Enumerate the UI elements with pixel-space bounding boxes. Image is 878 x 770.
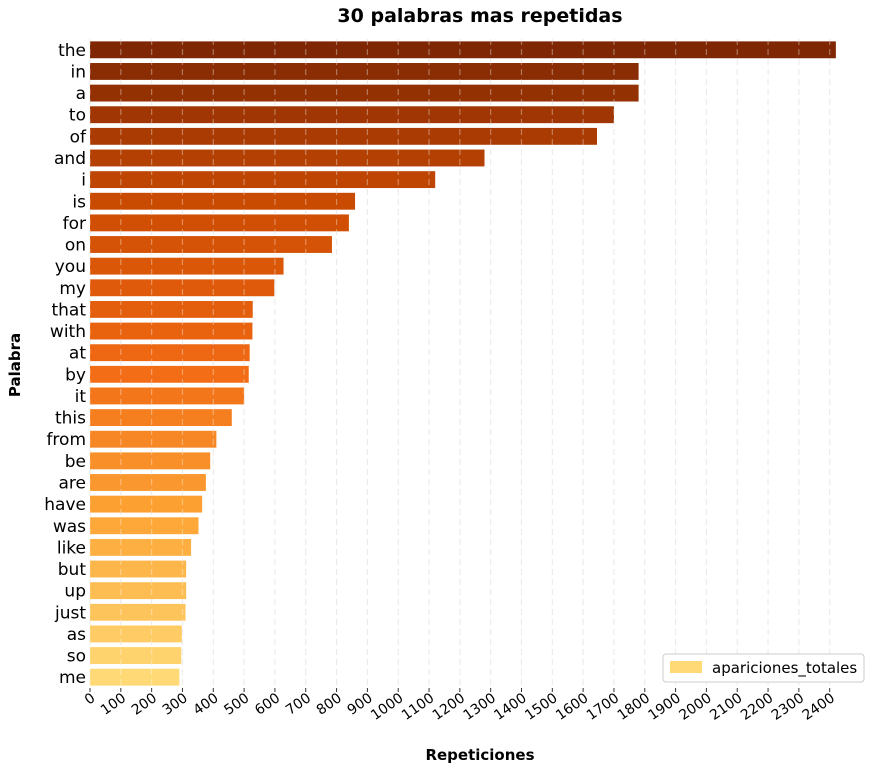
bar-i bbox=[90, 171, 436, 189]
grid-overlay bbox=[89, 39, 831, 688]
x-tick-label: 200 bbox=[129, 690, 160, 718]
y-tick-label: up bbox=[64, 582, 86, 602]
y-tick-label: as bbox=[67, 625, 86, 645]
y-tick-label: this bbox=[55, 409, 86, 429]
bar-so bbox=[90, 647, 182, 664]
x-tick-label: 700 bbox=[283, 690, 314, 718]
y-tick-label: a bbox=[76, 84, 86, 104]
x-tick-label: 2000 bbox=[676, 690, 714, 724]
x-tick-label: 2400 bbox=[800, 690, 838, 724]
bar-me bbox=[90, 668, 180, 686]
bar-that bbox=[90, 300, 253, 318]
x-tick-label: 1500 bbox=[522, 690, 560, 724]
y-tick-label: but bbox=[58, 560, 87, 580]
x-tick-label: 100 bbox=[98, 690, 129, 718]
chart-title: 30 palabras mas repetidas bbox=[337, 5, 622, 27]
x-tick-label: 1900 bbox=[646, 690, 684, 724]
bar-the bbox=[90, 41, 836, 59]
y-tick-label: of bbox=[70, 127, 87, 147]
bars-group bbox=[90, 41, 836, 686]
bar-for bbox=[90, 214, 349, 232]
y-tick-label: that bbox=[51, 300, 86, 320]
y-tick-label: on bbox=[65, 236, 86, 256]
y-tick-label: the bbox=[58, 41, 86, 61]
bar-from bbox=[90, 430, 217, 448]
bar-by bbox=[90, 365, 249, 383]
x-tick-label: 0 bbox=[82, 690, 98, 708]
x-tick-label: 300 bbox=[160, 690, 191, 718]
legend-swatch bbox=[670, 661, 702, 673]
x-tick-label: 400 bbox=[191, 690, 222, 718]
legend-box bbox=[662, 653, 865, 683]
x-tick-label: 1000 bbox=[368, 690, 406, 724]
x-tick-label: 1200 bbox=[430, 690, 468, 724]
grid-lines bbox=[89, 39, 831, 688]
legend-label: apariciones_totales bbox=[712, 659, 857, 678]
bar-of bbox=[90, 127, 598, 145]
x-tick-label: 1700 bbox=[584, 690, 622, 724]
x-tick-labels: 0 100 200 300 400 500 600 700 800 900100011001200… bbox=[82, 688, 838, 724]
y-tick-label: at bbox=[69, 344, 86, 364]
bar-like bbox=[90, 538, 192, 556]
bar-up bbox=[90, 582, 187, 600]
bar-you bbox=[90, 257, 284, 275]
bar-and bbox=[90, 149, 485, 167]
legend: apariciones_totales bbox=[662, 653, 865, 683]
bar-have bbox=[90, 495, 203, 513]
y-tick-label: to bbox=[69, 106, 86, 126]
bar-with bbox=[90, 322, 253, 340]
x-tick-label: 600 bbox=[252, 690, 283, 718]
y-tick-label: are bbox=[59, 473, 87, 493]
y-tick-label: you bbox=[55, 257, 86, 277]
y-tick-label: is bbox=[72, 192, 86, 212]
category-labels: theinatoofandiisforonyoumythatwithatbyit… bbox=[44, 41, 87, 688]
x-tick-label: 1600 bbox=[553, 690, 591, 724]
y-axis-title: Palabra bbox=[6, 333, 24, 397]
y-tick-label: in bbox=[71, 62, 87, 82]
bar-be bbox=[90, 452, 211, 470]
y-tick-label: for bbox=[63, 214, 86, 234]
y-tick-label: it bbox=[75, 387, 87, 407]
y-tick-label: from bbox=[46, 430, 86, 450]
y-tick-label: be bbox=[65, 452, 86, 472]
x-tick-label: 2300 bbox=[769, 690, 807, 724]
bar-is bbox=[90, 192, 356, 210]
bar-at bbox=[90, 344, 250, 362]
y-tick-label: have bbox=[44, 495, 86, 515]
x-tick-label: 1800 bbox=[615, 690, 653, 724]
y-tick-label: just bbox=[54, 603, 86, 623]
bar-on bbox=[90, 236, 332, 253]
bar-in bbox=[90, 63, 639, 80]
y-tick-label: like bbox=[57, 538, 86, 558]
x-tick-label: 800 bbox=[314, 690, 345, 718]
bar-it bbox=[90, 387, 245, 405]
x-tick-label: 1400 bbox=[491, 690, 529, 724]
y-tick-label: and bbox=[54, 149, 86, 169]
bar-was bbox=[90, 517, 199, 535]
x-tick-label: 2200 bbox=[738, 690, 776, 724]
y-tick-label: by bbox=[65, 365, 86, 385]
y-tick-label: i bbox=[81, 171, 86, 191]
bar-my bbox=[90, 279, 275, 297]
y-tick-label: with bbox=[50, 322, 86, 342]
x-tick-label: 1100 bbox=[399, 690, 437, 724]
x-tick-label: 1300 bbox=[461, 690, 499, 724]
bar-just bbox=[90, 603, 186, 621]
bar-a bbox=[90, 84, 639, 102]
x-tick-label: 500 bbox=[221, 690, 252, 718]
x-axis-title: Repeticiones bbox=[425, 746, 534, 764]
bar-as bbox=[90, 625, 182, 643]
y-tick-label: my bbox=[59, 279, 86, 299]
bar-to bbox=[90, 106, 614, 124]
x-tick-label: 2100 bbox=[707, 690, 745, 724]
y-tick-label: so bbox=[67, 647, 86, 667]
bar-this bbox=[90, 409, 232, 427]
bar-but bbox=[90, 560, 187, 578]
bar-are bbox=[90, 474, 206, 491]
y-tick-label: was bbox=[53, 517, 86, 537]
y-tick-label: me bbox=[59, 668, 86, 688]
